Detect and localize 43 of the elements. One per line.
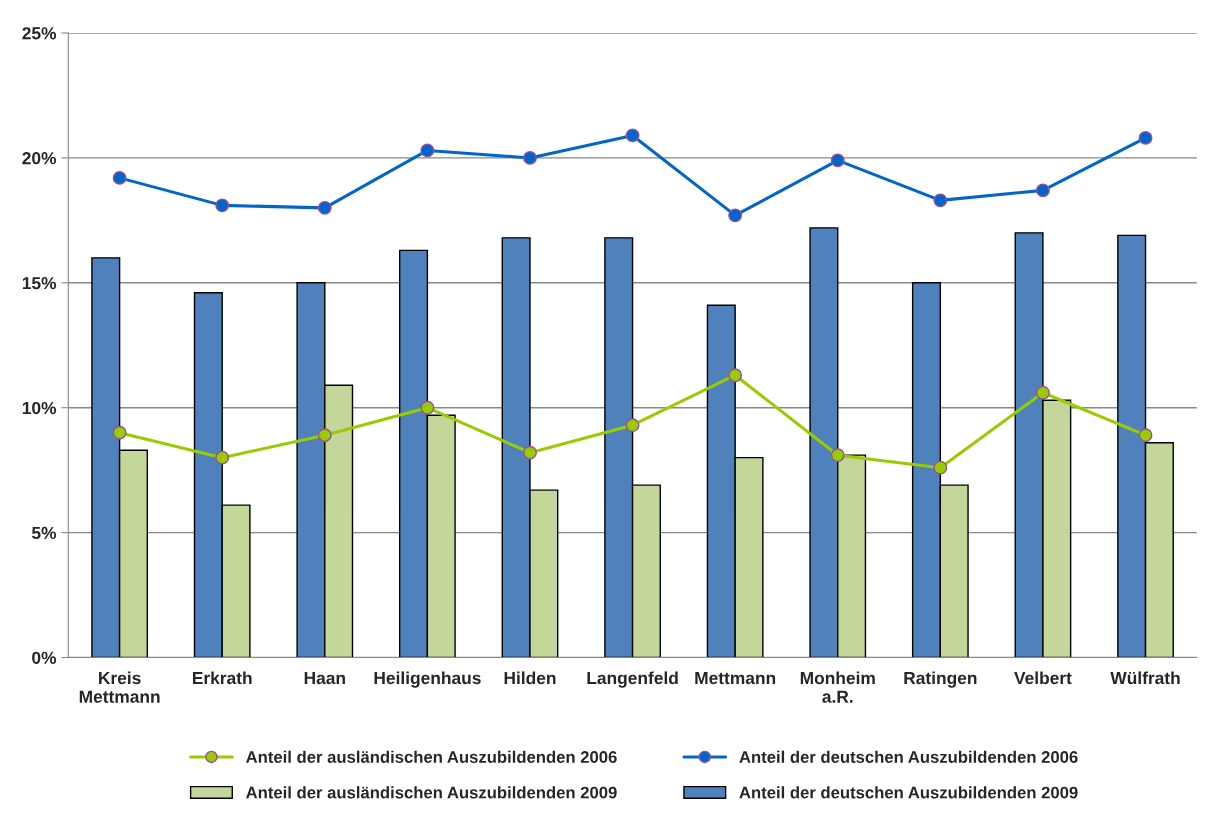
point	[830, 448, 845, 463]
legend-label: Anteil der ausländischen Auszubildenden 2009	[246, 786, 617, 799]
point	[1035, 385, 1050, 400]
point	[728, 208, 743, 223]
point	[523, 445, 537, 460]
point	[1138, 130, 1153, 145]
legend-label: Anteil der deutschen Auszubildenden 2006	[739, 750, 1078, 763]
y-tick-label: 20%	[22, 152, 57, 165]
point	[420, 143, 435, 158]
y-tick-label: 25%	[22, 27, 57, 40]
legend-label: Anteil der ausländischen Auszubildenden 2006	[246, 750, 617, 763]
point	[420, 400, 435, 415]
x-tick-label: Mettmann	[695, 672, 776, 685]
point	[625, 128, 640, 143]
x-tick-label: Hilden	[504, 671, 556, 685]
y-tick-label: 0%	[32, 651, 57, 664]
point	[215, 450, 230, 465]
point	[215, 198, 230, 213]
x-tick-label: Monheim a.R.	[800, 671, 875, 703]
x-tick-label: Velbert	[1014, 671, 1072, 685]
x-tick-label: Kreis Mettmann	[79, 671, 160, 703]
point	[728, 368, 743, 383]
point	[317, 200, 332, 215]
point	[1035, 183, 1050, 198]
x-tick-label: Heiligenhaus	[374, 671, 481, 688]
y-tick-label: 15%	[22, 277, 57, 290]
x-tick-label: Erkrath	[192, 671, 252, 685]
x-tick-label: Ratingen	[904, 671, 977, 688]
y-tick-label: 10%	[22, 401, 57, 415]
x-tick-label: Haan	[304, 672, 345, 685]
point	[1138, 428, 1153, 443]
point	[112, 425, 127, 440]
point	[523, 150, 537, 165]
point	[933, 193, 948, 208]
point	[830, 153, 845, 168]
point	[625, 418, 640, 433]
x-tick-label: Langenfeld	[587, 671, 678, 688]
y-tick-label: 5%	[31, 526, 57, 540]
point	[112, 170, 127, 185]
point	[317, 428, 332, 443]
point	[933, 460, 948, 475]
x-tick-label: Wülfrath	[1110, 671, 1180, 685]
legend-label: Anteil der deutschen Auszubildenden 2009	[739, 786, 1078, 799]
